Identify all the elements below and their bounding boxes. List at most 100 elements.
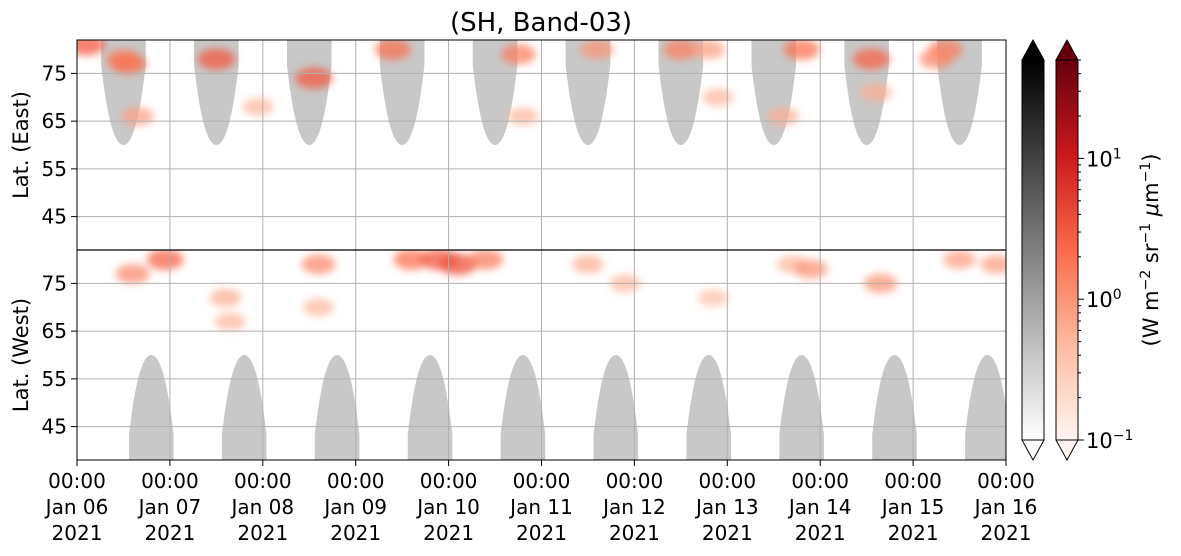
- y-axis-label-west: Lat. (West): [9, 298, 33, 412]
- colorbar-tick-label: 100: [1086, 287, 1122, 312]
- colorbar-tick-exp: 0: [1113, 287, 1122, 303]
- intensity-blob: [980, 254, 1006, 274]
- x-tick-label-time: 00:00: [791, 469, 849, 493]
- chart-title: (SH, Band-03): [450, 8, 632, 38]
- x-tick-label-year: 2021: [888, 521, 939, 545]
- x-tick-label-date: Jan 07: [137, 495, 202, 519]
- grey-lobe: [472, 40, 518, 145]
- grey-lobe: [221, 355, 267, 460]
- colorbar-label: (W m−2 sr−1 μm−1): [1138, 154, 1163, 347]
- intensity-blob: [943, 250, 976, 269]
- x-tick-label-time: 00:00: [48, 469, 106, 493]
- x-tick-label-year: 2021: [52, 521, 103, 545]
- intensity-blob: [242, 97, 274, 116]
- x-tick-label-year: 2021: [423, 521, 474, 545]
- y-axis-label-east: Lat. (East): [9, 91, 33, 199]
- colorbar-reds-extend-max: [1055, 38, 1079, 61]
- intensity-blob: [120, 106, 154, 126]
- grey-lobe: [965, 355, 1006, 460]
- x-tick-label-date: Jan 14: [787, 495, 852, 519]
- x-tick-label-year: 2021: [330, 521, 381, 545]
- intensity-east: [77, 40, 964, 126]
- x-tick-label-time: 00:00: [513, 469, 571, 493]
- x-tick-label: 00:00 Jan 09 2021: [322, 469, 387, 545]
- grey-lobe: [565, 40, 611, 145]
- grey-lobe: [379, 40, 425, 145]
- intensity-blob: [115, 264, 150, 284]
- intensity-blob: [468, 250, 504, 270]
- colorbar-reds: [1055, 38, 1079, 462]
- grey-lobe: [407, 355, 453, 460]
- x-tick-label-time: 00:00: [698, 469, 756, 493]
- y-tick-label: 45: [42, 205, 67, 229]
- y-tick-label: 55: [42, 367, 67, 391]
- colorbar-grey-extend-min: [1021, 439, 1045, 462]
- x-tick-label-date: Jan 06: [44, 495, 109, 519]
- x-tick-label-time: 00:00: [977, 469, 1035, 493]
- colorbar-ticks: 101 100 10−1: [1078, 59, 1133, 453]
- x-tick-label-date: Jan 09: [322, 495, 387, 519]
- intensity-blob: [77, 40, 106, 56]
- colorbar-tick-label: 10−1: [1086, 428, 1133, 453]
- grey-lobe: [658, 40, 704, 145]
- x-tick-label-year: 2021: [237, 521, 288, 545]
- x-tick-label-year: 2021: [144, 521, 195, 545]
- grey-lobe: [500, 355, 546, 460]
- grey-lobe: [286, 40, 332, 145]
- x-tick-label: 00:00 Jan 15 2021: [880, 469, 945, 545]
- intensity-blob: [698, 289, 729, 307]
- x-tick-label: 00:00 Jan 10 2021: [415, 469, 480, 545]
- grey-lobes-west: [129, 355, 1006, 460]
- grey-lobe: [779, 355, 824, 460]
- intensity-blob: [374, 40, 411, 60]
- colorbar-grey-extend-max: [1021, 38, 1045, 61]
- x-tick-label: 00:00 Jan 13 2021: [694, 469, 759, 545]
- x-tick-label: 00:00 Jan 11 2021: [508, 469, 573, 545]
- grey-lobe: [314, 355, 360, 460]
- x-tick-label-time: 00:00: [327, 469, 385, 493]
- intensity-blob: [794, 259, 828, 279]
- intensity-blob: [507, 107, 539, 126]
- x-tick-label: 00:00 Jan 08 2021: [229, 469, 294, 545]
- y-axis-ticks: 45 55 65 75 75 65 55 45: [42, 61, 77, 439]
- x-tick-label-date: Jan 15: [880, 495, 945, 519]
- intensity-blob: [572, 255, 604, 274]
- x-tick-label-year: 2021: [702, 521, 753, 545]
- grey-lobe: [937, 40, 982, 145]
- intensity-blob: [110, 53, 147, 75]
- intensity-blob: [303, 298, 335, 317]
- colorbar-tick-exp: 1: [1113, 146, 1122, 162]
- grey-lobe: [129, 355, 174, 460]
- intensity-blob: [783, 40, 820, 60]
- x-tick-label: 00:00 Jan 16 2021: [973, 469, 1038, 545]
- intensity-blob: [692, 40, 726, 59]
- x-tick-label-date: Jan 13: [694, 495, 759, 519]
- x-tick-label-date: Jan 08: [229, 495, 294, 519]
- x-tick-label: 00:00 Jan 07 2021: [137, 469, 202, 545]
- x-tick-label-time: 00:00: [141, 469, 199, 493]
- intensity-blob: [301, 254, 336, 275]
- grey-lobe: [872, 355, 917, 460]
- intensity-blob: [928, 40, 964, 60]
- x-tick-label-date: Jan 11: [508, 495, 573, 519]
- y-tick-label: 65: [42, 109, 67, 133]
- x-tick-label-date: Jan 12: [601, 495, 666, 519]
- intensity-blob: [852, 48, 890, 70]
- intensity-blob: [146, 250, 184, 271]
- intensity-blob: [393, 250, 430, 270]
- x-tick-label-year: 2021: [516, 521, 567, 545]
- intensity-blob: [580, 40, 615, 60]
- x-tick-label-year: 2021: [981, 521, 1032, 545]
- colorbar-grey: [1021, 38, 1045, 462]
- grey-lobe: [593, 355, 639, 460]
- intensity-blob: [702, 88, 734, 107]
- y-tick-label: 75: [42, 61, 67, 85]
- x-tick-label-time: 00:00: [606, 469, 664, 493]
- intensity-blob: [197, 48, 236, 70]
- x-tick-label-time: 00:00: [234, 469, 292, 493]
- intensity-blob: [663, 40, 699, 60]
- colorbar-reds-extend-min: [1055, 439, 1079, 462]
- colorbar-tick-base: 10: [1086, 147, 1113, 171]
